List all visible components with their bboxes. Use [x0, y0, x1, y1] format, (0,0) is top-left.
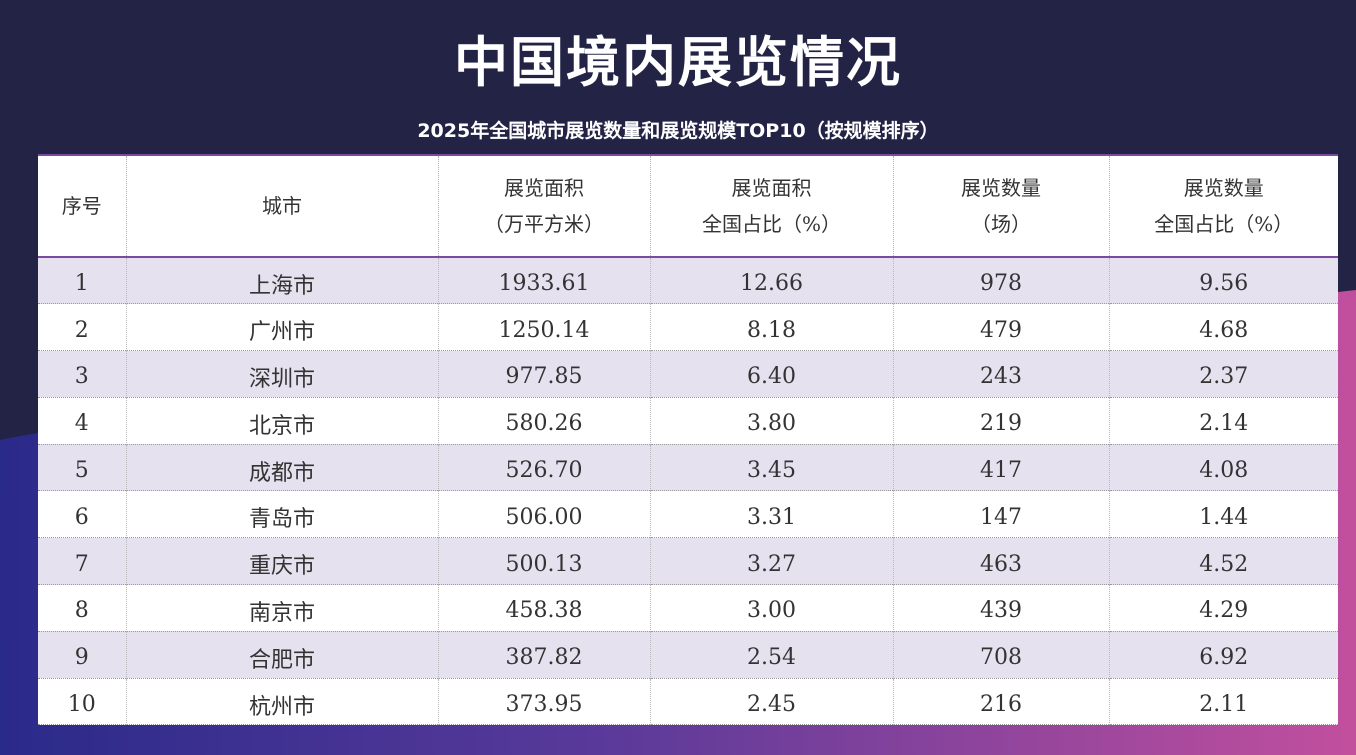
table-row: 7 重庆市 500.13 3.27 463 4.52	[38, 537, 1338, 585]
cell-count-share: 9.56	[1108, 257, 1338, 304]
cell-city: 上海市	[125, 257, 438, 304]
table-row: 3 深圳市 977.85 6.40 243 2.37	[38, 350, 1338, 398]
cell-area-share: 3.45	[649, 444, 893, 491]
cell-rank: 6	[74, 504, 89, 530]
cell-area: 506.00	[437, 490, 650, 538]
cell-area-share: 3.80	[649, 397, 893, 445]
header-cell: 城市	[125, 155, 438, 257]
cell-count: 147	[892, 490, 1109, 538]
cell-area: 580.26	[437, 397, 650, 445]
cell-rank: 8	[74, 598, 89, 624]
page-title: 中国境内展览情况	[454, 31, 902, 94]
table-row: 9 合肥市 387.82 2.54 708 6.92	[38, 631, 1338, 679]
table-row: 4 北京市 580.26 3.80 219 2.14	[38, 397, 1338, 445]
header-cell: 序号	[61, 194, 102, 218]
cell-rank: 10	[67, 692, 96, 718]
header-cell: 展览面积 （万平方米）	[437, 155, 650, 257]
cell-count-share: 4.29	[1108, 584, 1338, 632]
cell-area-share: 3.31	[649, 490, 893, 538]
cell-count-share: 6.92	[1108, 631, 1338, 679]
cell-count-share: 2.11	[1108, 678, 1338, 725]
cell-city: 青岛市	[125, 490, 438, 538]
table-row: 8 南京市 458.38 3.00 439 4.29	[38, 584, 1338, 632]
cell-area: 1933.61	[437, 257, 650, 304]
cell-count: 417	[892, 444, 1109, 491]
cell-rank: 2	[74, 317, 89, 343]
cell-area-share: 8.18	[649, 303, 893, 351]
table-row: 10 杭州市 373.95 2.45 216 2.11	[38, 678, 1338, 725]
table-row: 5 成都市 526.70 3.45 417 4.08	[38, 444, 1338, 491]
cell-rank: 7	[74, 551, 89, 577]
cell-count: 463	[892, 537, 1109, 585]
cell-city: 北京市	[125, 397, 438, 445]
cell-count: 708	[892, 631, 1109, 679]
table-caption: 2025年全国城市展览数量和展览规模TOP10（按规模排序）	[417, 120, 939, 142]
cell-city: 南京市	[125, 584, 438, 632]
cell-area-share: 12.66	[649, 257, 893, 304]
cell-city: 成都市	[125, 444, 438, 491]
cell-rank: 4	[74, 411, 89, 437]
cell-area-share: 2.54	[649, 631, 893, 679]
header-cell: 展览数量 （场）	[892, 155, 1109, 257]
cell-area-share: 3.27	[649, 537, 893, 585]
cell-count-share: 4.08	[1108, 444, 1338, 491]
header-cell: 展览面积 全国占比（%）	[649, 155, 893, 257]
cell-city: 广州市	[125, 303, 438, 351]
cell-area: 977.85	[437, 350, 650, 398]
cell-city: 深圳市	[125, 350, 438, 398]
header-cell: 展览数量 全国占比（%）	[1108, 155, 1338, 257]
cell-rank: 1	[74, 271, 89, 297]
table-header-row: 序号 城市 展览面积 （万平方米） 展览面积 全国占比（%） 展览数量 （场） 展览数…	[38, 155, 1338, 257]
cell-count: 479	[892, 303, 1109, 351]
table-row: 1 上海市 1933.61 12.66 978 9.56	[38, 257, 1338, 304]
cell-count: 219	[892, 397, 1109, 445]
cell-count-share: 4.68	[1108, 303, 1338, 351]
cell-rank: 9	[74, 645, 89, 671]
cell-count: 216	[892, 678, 1109, 725]
cell-city: 合肥市	[125, 631, 438, 679]
table-row: 2 广州市 1250.14 8.18 479 4.68	[38, 303, 1338, 351]
cell-count: 978	[892, 257, 1109, 304]
cell-area-share: 6.40	[649, 350, 893, 398]
cell-count-share: 1.44	[1108, 490, 1338, 538]
exhibition-table: 序号 城市 展览面积 （万平方米） 展览面积 全国占比（%） 展览数量 （场） 展览数…	[38, 154, 1338, 725]
cell-area: 1250.14	[437, 303, 650, 351]
cell-area: 458.38	[437, 584, 650, 632]
cell-city: 杭州市	[125, 678, 438, 725]
cell-count-share: 2.37	[1108, 350, 1338, 398]
cell-area: 373.95	[437, 678, 650, 725]
cell-area-share: 2.45	[649, 678, 893, 725]
cell-city: 重庆市	[125, 537, 438, 585]
cell-rank: 5	[74, 458, 89, 484]
cell-count-share: 4.52	[1108, 537, 1338, 585]
cell-area: 526.70	[437, 444, 650, 491]
cell-area: 387.82	[437, 631, 650, 679]
table-row: 6 青岛市 506.00 3.31 147 1.44	[38, 490, 1338, 538]
cell-count: 243	[892, 350, 1109, 398]
cell-count: 439	[892, 584, 1109, 632]
cell-rank: 3	[74, 364, 89, 390]
cell-area-share: 3.00	[649, 584, 893, 632]
cell-area: 500.13	[437, 537, 650, 585]
cell-count-share: 2.14	[1108, 397, 1338, 445]
